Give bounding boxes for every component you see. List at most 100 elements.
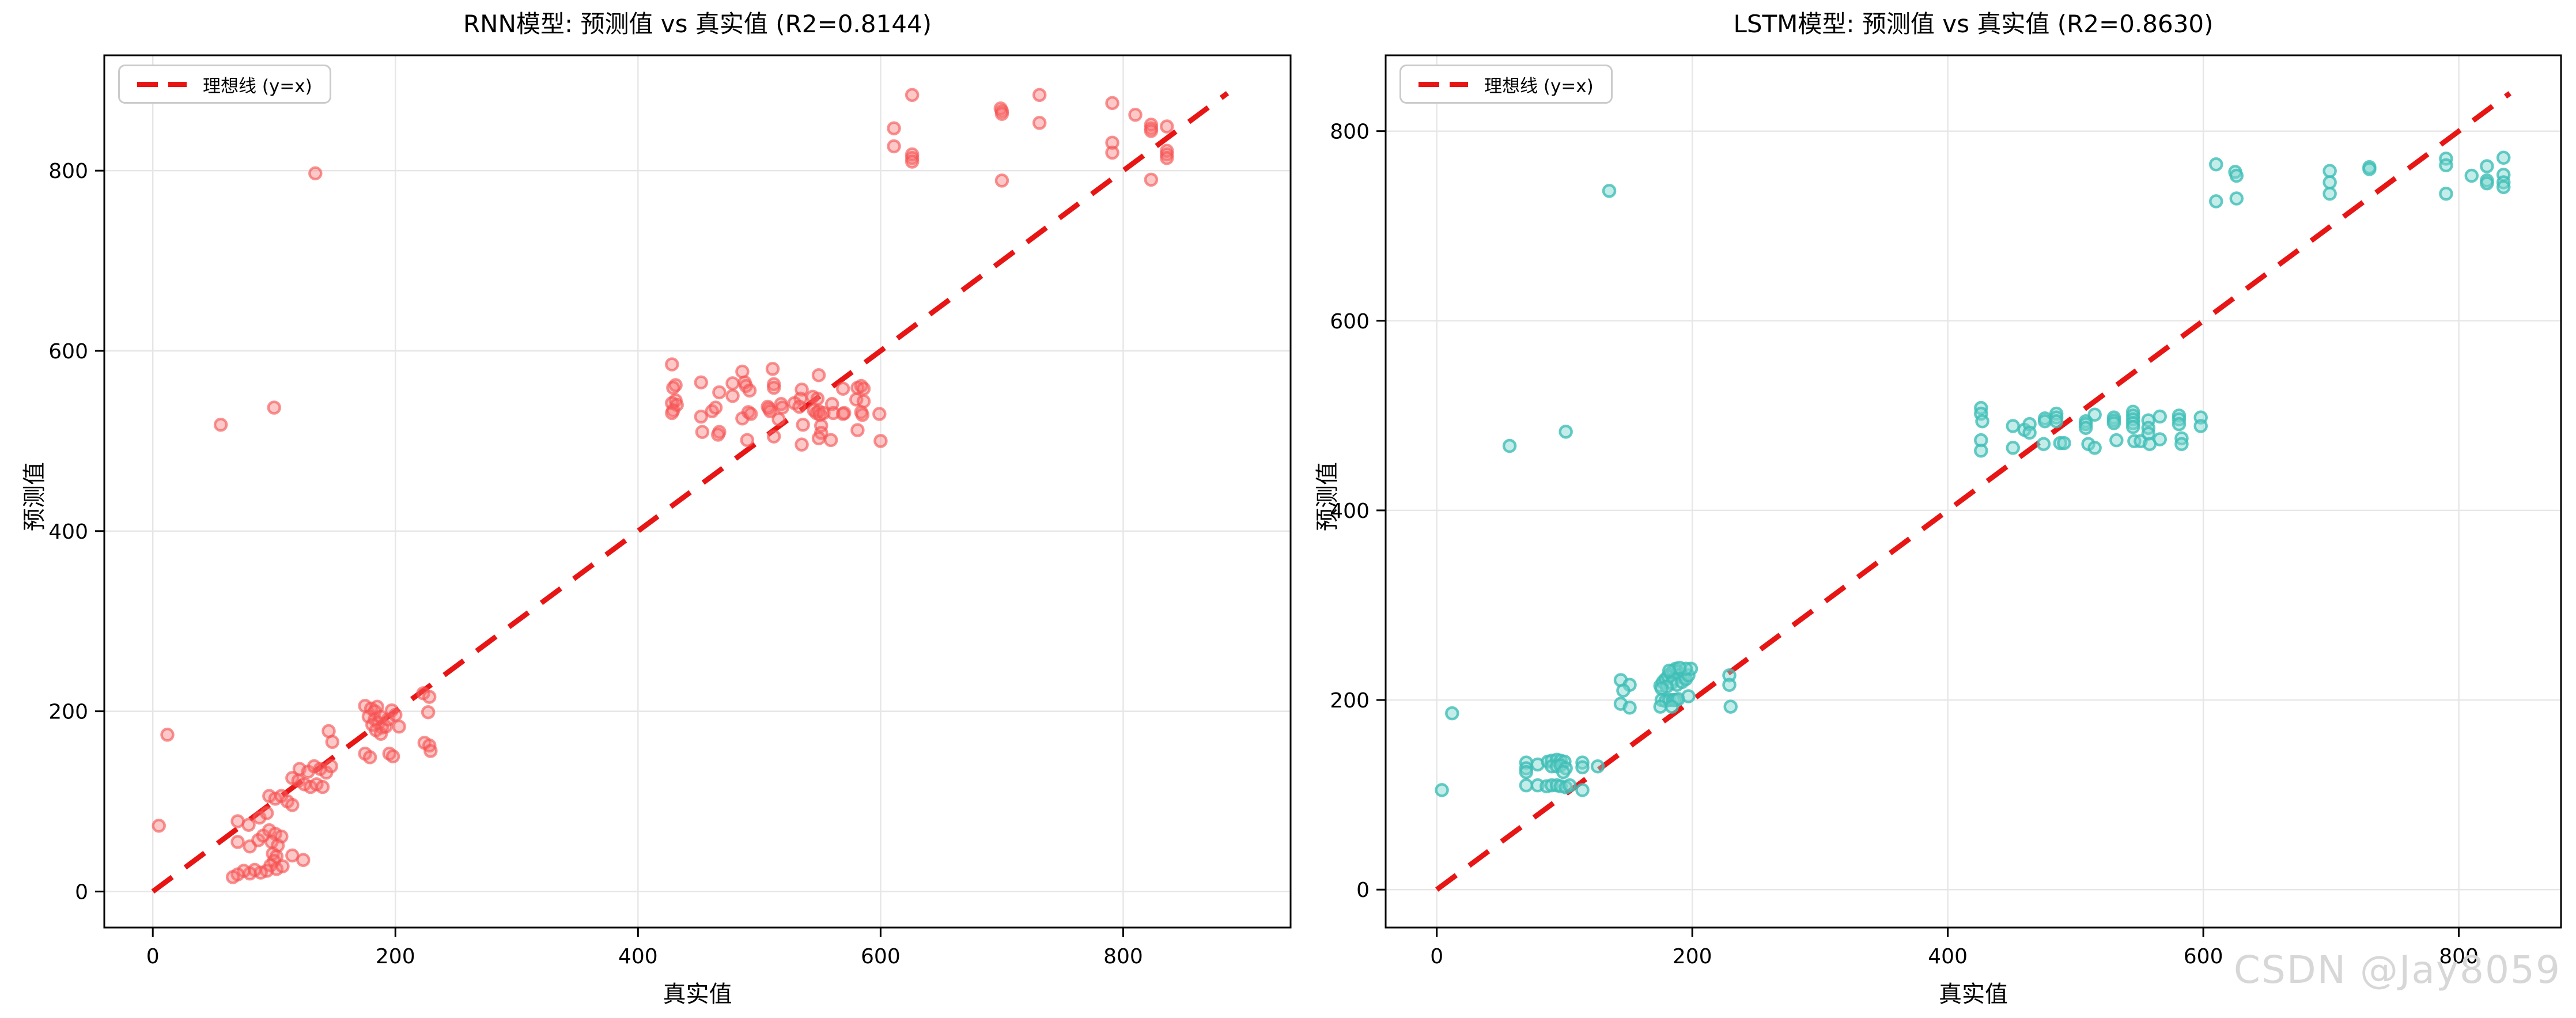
x-tick-label: 0 — [1430, 945, 1443, 968]
scatter-point — [1144, 124, 1159, 138]
scatter-point — [887, 121, 901, 135]
x-tick-label: 400 — [1928, 945, 1968, 968]
scatter-point — [766, 429, 781, 444]
y-tick-label: 400 — [48, 520, 88, 544]
scatter-point — [742, 383, 757, 398]
scatter-point — [1128, 107, 1143, 122]
scatter-point — [230, 835, 245, 849]
scatter-point — [775, 400, 790, 415]
left-legend-label: 理想线 (y=x) — [203, 75, 312, 97]
scatter-point — [1105, 96, 1119, 111]
scatter-point — [2172, 417, 2187, 432]
scatter-point — [2049, 414, 2064, 429]
scatter-point — [2036, 437, 2051, 451]
y-tick-label: 400 — [1330, 499, 1370, 523]
scatter-point — [2209, 157, 2223, 172]
scatter-point — [796, 418, 810, 432]
scatter-point — [905, 88, 920, 103]
scatter-point — [694, 375, 709, 389]
scatter-point — [1160, 151, 1174, 165]
scatter-point — [725, 388, 740, 403]
y-tick-label: 800 — [48, 160, 88, 183]
watermark: CSDN @Jay8059 — [2233, 948, 2561, 992]
scatter-point — [1654, 682, 1669, 696]
scatter-point — [2106, 416, 2121, 430]
left-y-axis-label: 预测值 — [21, 462, 48, 531]
scatter-point — [275, 859, 290, 873]
scatter-point — [2322, 164, 2337, 179]
scatter-point — [2496, 150, 2511, 165]
left-x-axis-label: 真实值 — [663, 981, 732, 1008]
scatter-point — [795, 437, 809, 452]
scatter-point — [1445, 706, 1459, 721]
scatter-point — [1665, 699, 1679, 714]
scatter-point — [850, 423, 865, 437]
x-tick-label: 800 — [1103, 945, 1143, 968]
right-chart-title: LSTM模型: 预测值 vs 真实值 (R2=0.8630) — [1733, 10, 2214, 38]
scatter-point — [1105, 145, 1119, 160]
scatter-point — [2037, 414, 2052, 429]
scatter-point — [1502, 438, 1517, 453]
x-tick-label: 0 — [146, 945, 160, 968]
scatter-point — [1722, 668, 1737, 683]
scatter-point — [2209, 194, 2223, 209]
scatter-point — [1575, 783, 1590, 797]
scatter-point — [665, 357, 679, 372]
scatter-point — [1032, 116, 1047, 130]
scatter-point — [2087, 441, 2102, 455]
scatter-point — [285, 798, 300, 812]
right-legend: 理想线 (y=x) — [1399, 65, 1613, 104]
scatter-point — [2006, 441, 2020, 455]
scatter-point — [1622, 700, 1637, 715]
scatter-point — [2496, 180, 2511, 194]
scatter-point — [2322, 175, 2337, 190]
x-tick-label: 600 — [2184, 945, 2223, 968]
scatter-point — [1144, 172, 1159, 187]
scatter-point — [994, 173, 1009, 188]
scatter-point — [816, 406, 831, 421]
scatter-point — [1519, 765, 1534, 779]
scatter-point — [362, 750, 377, 765]
scatter-point — [2125, 419, 2140, 434]
ideal-line — [151, 91, 1230, 894]
scatter-point — [324, 759, 338, 774]
scatter-point — [873, 434, 888, 448]
scatter-point — [1519, 778, 1534, 793]
y-tick-label: 0 — [75, 880, 88, 904]
scatter-point — [1105, 135, 1119, 150]
scatter-point — [835, 407, 850, 421]
y-tick-label: 800 — [1330, 120, 1370, 144]
x-tick-label: 200 — [1673, 945, 1712, 968]
scatter-point — [1556, 765, 1571, 779]
x-tick-label: 600 — [861, 945, 901, 968]
dashed-line-swatch — [137, 81, 187, 87]
scatter-point — [1974, 443, 1988, 458]
scatter-point — [811, 431, 826, 445]
scatter-point — [225, 870, 240, 884]
scatter-point — [392, 719, 406, 734]
scatter-point — [872, 407, 887, 421]
ideal-line — [1435, 91, 2511, 892]
scatter-point — [1559, 425, 1573, 439]
scatter-point — [1723, 699, 1738, 714]
scatter-point — [422, 690, 437, 704]
scatter-point — [887, 139, 901, 154]
scatter-point — [694, 409, 709, 424]
scatter-point — [388, 707, 403, 722]
scatter-point — [810, 391, 825, 406]
scatter-point — [2193, 419, 2208, 433]
scatter-point — [766, 380, 781, 395]
scatter-point — [2087, 407, 2102, 422]
scatter-point — [2362, 162, 2377, 176]
scatter-point — [267, 400, 281, 415]
scatter-point — [792, 399, 807, 414]
scatter-point — [2174, 437, 2189, 451]
scatter-point — [2109, 433, 2124, 448]
scatter-point — [1563, 778, 1577, 793]
scatter-point — [2153, 409, 2167, 424]
scatter-point — [1575, 760, 1590, 775]
scatter-point — [2229, 191, 2244, 206]
scatter-point — [743, 407, 758, 421]
scatter-point — [1602, 184, 1617, 198]
x-tick-label: 800 — [2439, 945, 2479, 968]
